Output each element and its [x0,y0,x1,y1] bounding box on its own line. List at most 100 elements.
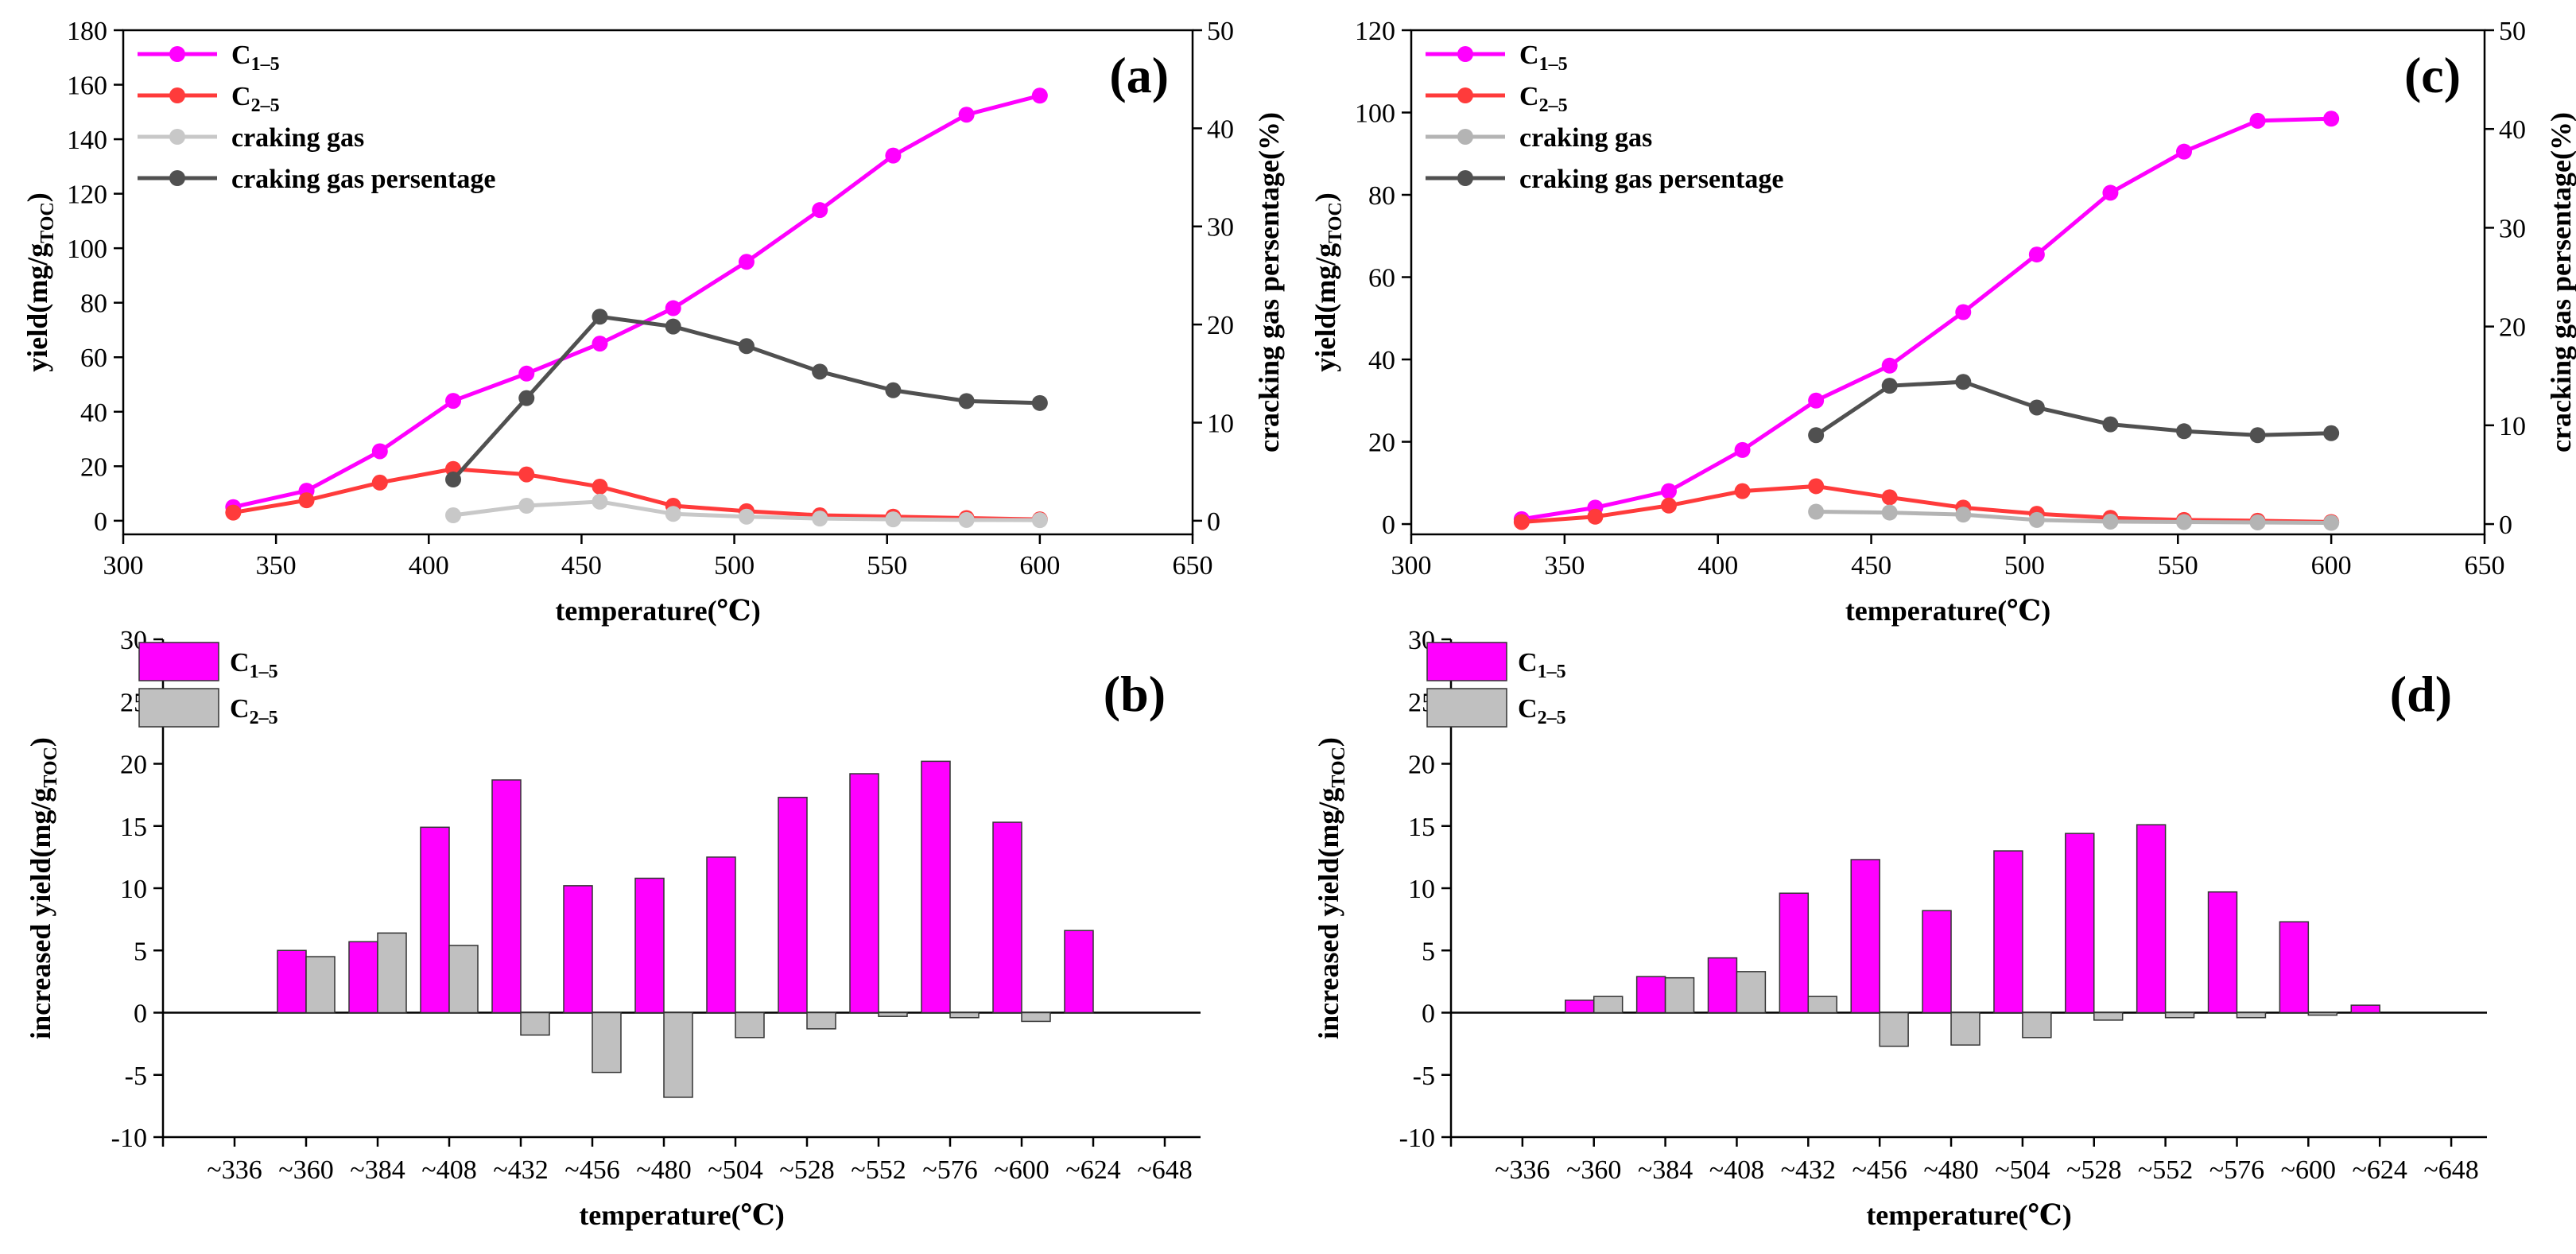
bar-C2-5 [1736,971,1767,1014]
legend-marker [1457,87,1473,103]
data-point-craking-gas [1031,512,1048,529]
legend-label: craking gas [231,123,364,153]
x-tick-label: ~576 [922,1155,977,1185]
y-tick-label: -5 [125,1062,147,1091]
y-tick-label: 20 [1408,751,1435,780]
data-point-C1-5 [1031,87,1048,104]
data-point-craking-gas [958,511,975,528]
y2-tick-label: 30 [2499,214,2526,243]
data-point-craking-gas-persentage [738,338,755,355]
data-point-C2-5 [371,474,388,491]
bar-C1-5 [634,877,665,1014]
data-point-craking-gas [2249,514,2266,530]
legend-marker [169,129,185,145]
data-point-craking-gas [518,498,535,514]
x-tick-label: ~360 [1566,1155,1621,1185]
data-point-C1-5 [738,254,755,270]
bar-C1-5 [563,885,593,1014]
y-axis-label: yield(mg/gTOC) [21,192,58,372]
x-tick-label: 500 [2004,551,2045,580]
bar-C2-5 [1593,996,1624,1014]
x-tick-label: 450 [561,551,602,580]
bar-C1-5 [706,856,736,1014]
y-tick-label: 15 [120,813,147,842]
y2-tick-label: 0 [1207,507,1220,537]
y-tick-label: 0 [1382,511,1395,540]
x-tick-label: ~552 [2138,1155,2193,1185]
x-tick-label: ~600 [2281,1155,2336,1185]
series-line-C1-5 [1521,116,2332,522]
x-axis-label: temperature(℃) [555,595,760,627]
x-tick-label: 500 [714,551,755,580]
legend-swatch [1426,642,1507,681]
bar-C2-5 [448,945,479,1014]
y-tick-label: 20 [80,452,107,482]
data-point-craking-gas-persentage [518,390,535,406]
data-point-craking-gas [1881,504,1898,521]
data-point-C1-5 [2102,184,2119,201]
x-tick-label: 300 [103,551,144,580]
legend-label: C2–5 [231,82,280,116]
x-tick-label: ~480 [1923,1155,1978,1185]
y-axis-label: yield(mg/gTOC) [1309,192,1346,372]
y-tick-label: 60 [80,344,107,373]
data-point-craking-gas [665,506,681,522]
bar-C1-5 [1993,850,2023,1014]
bar-C2-5 [1021,1011,1051,1023]
series-line-C2-5 [1521,483,2332,524]
bar-C2-5 [1807,996,1838,1014]
x-tick-label: ~624 [1065,1155,1120,1185]
bar-C2-5 [592,1011,622,1073]
data-point-craking-gas [445,507,462,524]
legend-label: craking gas [1519,123,1652,153]
x-tick-label: 300 [1391,551,1432,580]
x-tick-label: 600 [2311,551,2352,580]
x-tick-label: 350 [256,551,297,580]
y-tick-label: 0 [134,1000,147,1029]
data-point-craking-gas-persentage [1955,374,1972,390]
y-tick-label: 5 [1422,937,1435,966]
x-tick-label: ~528 [779,1155,834,1185]
panel-a-line-chart: 300 350 400 450 500 550 600 6500204060801001201… [21,17,1285,627]
x-axis-label: temperature(℃) [1845,595,2050,627]
plot-frame [122,29,1194,536]
y-tick-label: 180 [67,17,107,46]
bar-C2-5 [520,1011,550,1036]
y2-axis-label: cracking gas persentage(%) [1253,112,1285,452]
legend-marker [169,87,185,103]
y-tick-label: 10 [1408,875,1435,904]
data-point-C2-5 [518,466,535,483]
legend-label: C1–5 [1518,648,1566,682]
y-tick-label: 20 [1368,429,1395,458]
data-point-craking-gas [2323,514,2340,531]
x-tick-label: 350 [1544,551,1585,580]
bar-C2-5 [2236,1011,2267,1019]
y-tick-label: 80 [1368,181,1395,211]
data-point-C2-5 [1513,514,1530,530]
bar-C2-5 [1950,1011,1980,1046]
x-tick-label: 650 [2465,551,2505,580]
y-axis-label: increased yield(mg/gTOC) [25,737,61,1039]
data-point-craking-gas-persentage [592,309,608,325]
data-point-craking-gas [2102,513,2119,530]
data-point-C1-5 [958,107,975,123]
y-tick-label: 20 [120,751,147,780]
series-line-craking-gas-persentage [1814,379,2332,437]
x-tick-label: ~336 [1495,1155,1550,1185]
x-tick-label: 550 [2158,551,2198,580]
y-tick-label: 120 [1355,17,1395,46]
bar-C1-5 [849,773,879,1014]
plot-frame [1410,29,2486,536]
y2-tick-label: 10 [1207,409,1234,438]
legend-label: C1–5 [230,648,278,682]
legend-label: craking gas persentage [231,165,495,194]
data-point-C1-5 [2323,111,2340,127]
series-line-C1-5 [232,93,1041,510]
x-tick-label: ~504 [1995,1155,2050,1185]
data-point-C1-5 [445,393,462,410]
legend-label: C2–5 [1519,82,1568,116]
x-tick-label: ~408 [421,1155,476,1185]
data-point-craking-gas-persentage [1881,378,1898,394]
x-tick-label: ~360 [278,1155,333,1185]
